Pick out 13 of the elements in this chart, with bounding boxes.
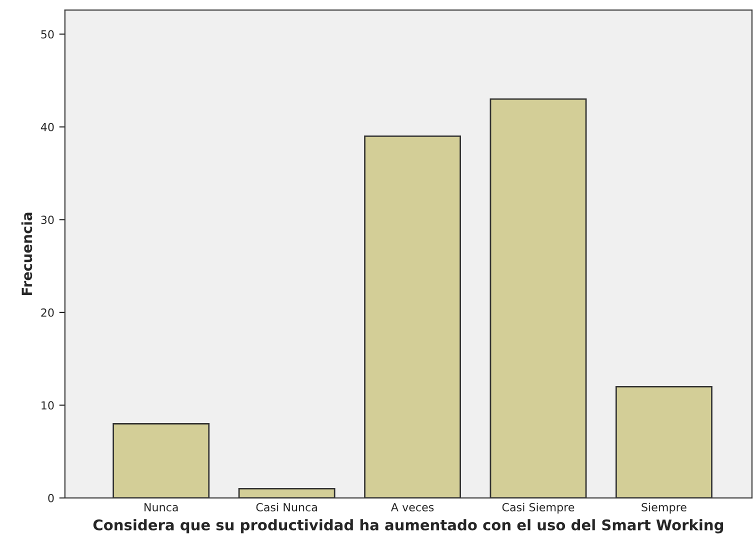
y-tick-label: 50 xyxy=(41,30,54,39)
y-tick-label: 20 xyxy=(41,308,54,317)
y-tick-label: 30 xyxy=(41,216,54,224)
x-tick-label: Nunca xyxy=(144,503,178,512)
x-tick-label: Casi Siempre xyxy=(502,502,574,514)
x-tick-label: A veces xyxy=(390,503,434,512)
y-tick-label: 40 xyxy=(40,122,54,132)
y-tick-label: 0 xyxy=(48,494,54,502)
x-tick-label: Siempre xyxy=(642,502,686,514)
y-axis-title: Frecuencia xyxy=(21,212,32,296)
x-axis-title: Considera que su productividad ha aumentado con el uso del Smart Working xyxy=(93,519,724,534)
y-tick-label: 10 xyxy=(42,401,54,410)
x-tick-label: Casi Nunca xyxy=(256,502,317,512)
